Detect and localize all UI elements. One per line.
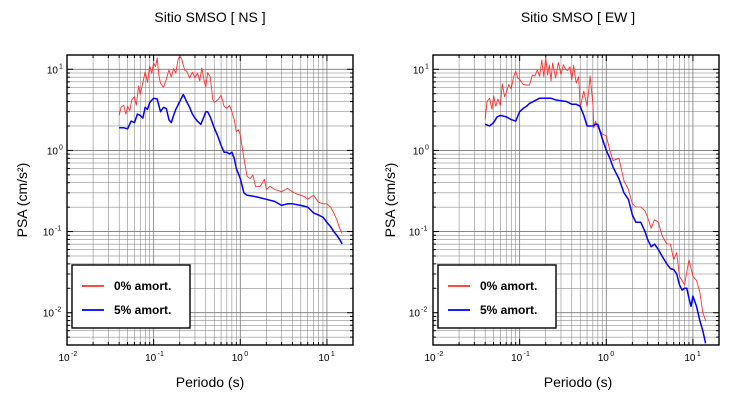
chart-title: Sitio SMSO [ EW ]: [521, 9, 635, 25]
legend-entry-label: 0% amort.: [114, 279, 171, 293]
y-tick-label-exponent: -2: [55, 307, 61, 314]
y-tick-label-exponent: 0: [425, 144, 429, 151]
y-tick-label-base: 10: [413, 65, 425, 76]
y-tick-label-base: 10: [413, 146, 425, 157]
series-group: [118, 55, 343, 245]
y-tick-label-base: 10: [409, 309, 421, 320]
plot-frame: [432, 54, 720, 346]
tick-marks: [432, 55, 720, 346]
x-axis-label: Periodo (s): [176, 374, 244, 390]
y-tick-label-exponent: 1: [59, 63, 63, 70]
legend-entry-label: 0% amort.: [480, 279, 537, 293]
grid: [433, 55, 719, 345]
x-tick-label-base: 10: [424, 353, 436, 364]
x-tick-label-base: 10: [598, 353, 610, 364]
y-tick-label: 10 0: [47, 144, 63, 157]
y-tick-label-exponent: -2: [421, 307, 427, 314]
x-tick-label: 10 -2: [424, 351, 443, 364]
legend-box: [71, 264, 191, 329]
y-axis-label: PSA (cm/s²): [14, 163, 30, 238]
tick-marks: [66, 55, 354, 346]
legend: 0% amort. 5% amort.: [437, 264, 557, 329]
y-tick-label-exponent: 0: [59, 144, 63, 151]
x-tick-label: 10 -2: [58, 351, 77, 364]
y-tick-label: 10 1: [47, 63, 63, 76]
legend-entry-label: 5% amort.: [114, 303, 171, 317]
y-tick-label: 10 -2: [409, 307, 427, 320]
plot-frame: [66, 54, 354, 346]
x-tick-label-exponent: -2: [437, 351, 443, 358]
x-axis-label: Periodo (s): [544, 374, 612, 390]
chart-title: Sitio SMSO [ NS ]: [154, 9, 265, 25]
x-tick-label: 10 1: [684, 351, 701, 364]
x-tick-label: 10 0: [598, 351, 615, 364]
series-line-0-damping: [118, 55, 343, 234]
x-tick-label-exponent: -1: [158, 351, 164, 358]
x-tick-label-exponent: 1: [697, 351, 701, 358]
x-tick-label-exponent: 0: [610, 351, 614, 358]
y-tick-label: 10 -2: [43, 307, 61, 320]
y-tick-label-base: 10: [43, 228, 55, 239]
x-tick-label-exponent: -2: [71, 351, 77, 358]
series-line-0-damping: [484, 56, 707, 321]
x-tick-label-base: 10: [511, 353, 523, 364]
x-tick-label-exponent: 0: [244, 351, 248, 358]
x-tick-label-base: 10: [145, 353, 157, 364]
y-tick-label-base: 10: [47, 65, 59, 76]
series-group: [484, 56, 707, 344]
y-tick-label-exponent: -1: [55, 226, 61, 233]
x-tick-label: 10 -1: [511, 351, 530, 364]
y-tick-label: 10 0: [413, 144, 429, 157]
x-tick-label-base: 10: [684, 353, 696, 364]
x-tick-label-exponent: -1: [524, 351, 530, 358]
y-tick-label: 10 -1: [43, 226, 61, 239]
x-tick-label: 10 1: [318, 351, 335, 364]
x-tick-label: 10 -1: [145, 351, 164, 364]
y-tick-label: 10 -1: [409, 226, 427, 239]
x-tick-label-base: 10: [232, 353, 244, 364]
y-tick-label-exponent: 1: [425, 63, 429, 70]
y-tick-label-exponent: -1: [421, 226, 427, 233]
legend-box: [437, 264, 557, 329]
x-tick-label-exponent: 1: [331, 351, 335, 358]
series-line-5-damping: [484, 97, 707, 344]
x-tick-label-base: 10: [318, 353, 330, 364]
y-axis-label: PSA (cm/s²): [382, 163, 398, 238]
x-tick-label-base: 10: [58, 353, 70, 364]
y-tick-label-base: 10: [43, 309, 55, 320]
legend: 0% amort. 5% amort.: [71, 264, 191, 329]
series-line-5-damping: [119, 93, 343, 245]
y-tick-label: 10 1: [413, 63, 429, 76]
y-tick-label-base: 10: [409, 228, 421, 239]
y-tick-label-base: 10: [47, 146, 59, 157]
x-tick-label: 10 0: [232, 351, 249, 364]
legend-entry-label: 5% amort.: [480, 303, 537, 317]
